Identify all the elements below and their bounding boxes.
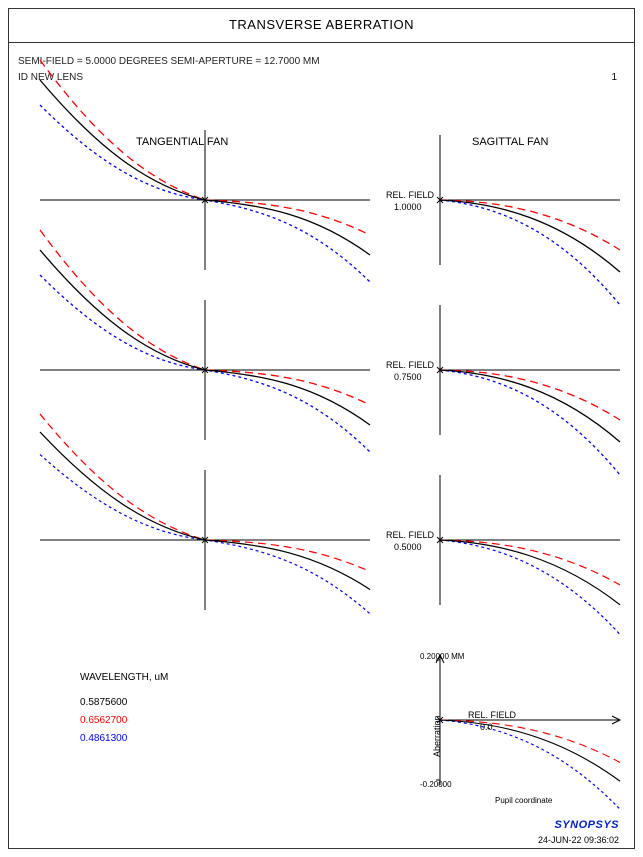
relfield-value-3: 0.5000: [394, 542, 422, 552]
relfield-value-4: 0.0: [480, 722, 493, 732]
legend-row-3: 0.4861300: [80, 729, 168, 747]
relfield-label-2: REL. FIELD: [386, 360, 434, 370]
relfield-label-4: REL. FIELD: [468, 710, 516, 720]
relfield-label-1: REL. FIELD: [386, 190, 434, 200]
legend-row-1: 0.5875600: [80, 693, 168, 711]
relfield-value-1: 1.0000: [394, 202, 422, 212]
legend-row-2: 0.6562700: [80, 711, 168, 729]
timestamp: 24-JUN-22 09:36:02: [538, 835, 619, 845]
axis-x-label: Pupil coordinate: [495, 796, 552, 805]
relfield-value-2: 0.7500: [394, 372, 422, 382]
brand-logo: SYNOPSYS: [554, 819, 619, 831]
scale-top: 0.20000 MM: [420, 652, 464, 661]
axis-y-label: Aberration: [432, 715, 442, 757]
legend-title: WAVELENGTH, uM: [80, 672, 168, 683]
wavelength-legend: WAVELENGTH, uM 0.5875600 0.6562700 0.486…: [80, 672, 168, 747]
scale-bot: -0.20000: [420, 780, 452, 789]
relfield-label-3: REL. FIELD: [386, 530, 434, 540]
